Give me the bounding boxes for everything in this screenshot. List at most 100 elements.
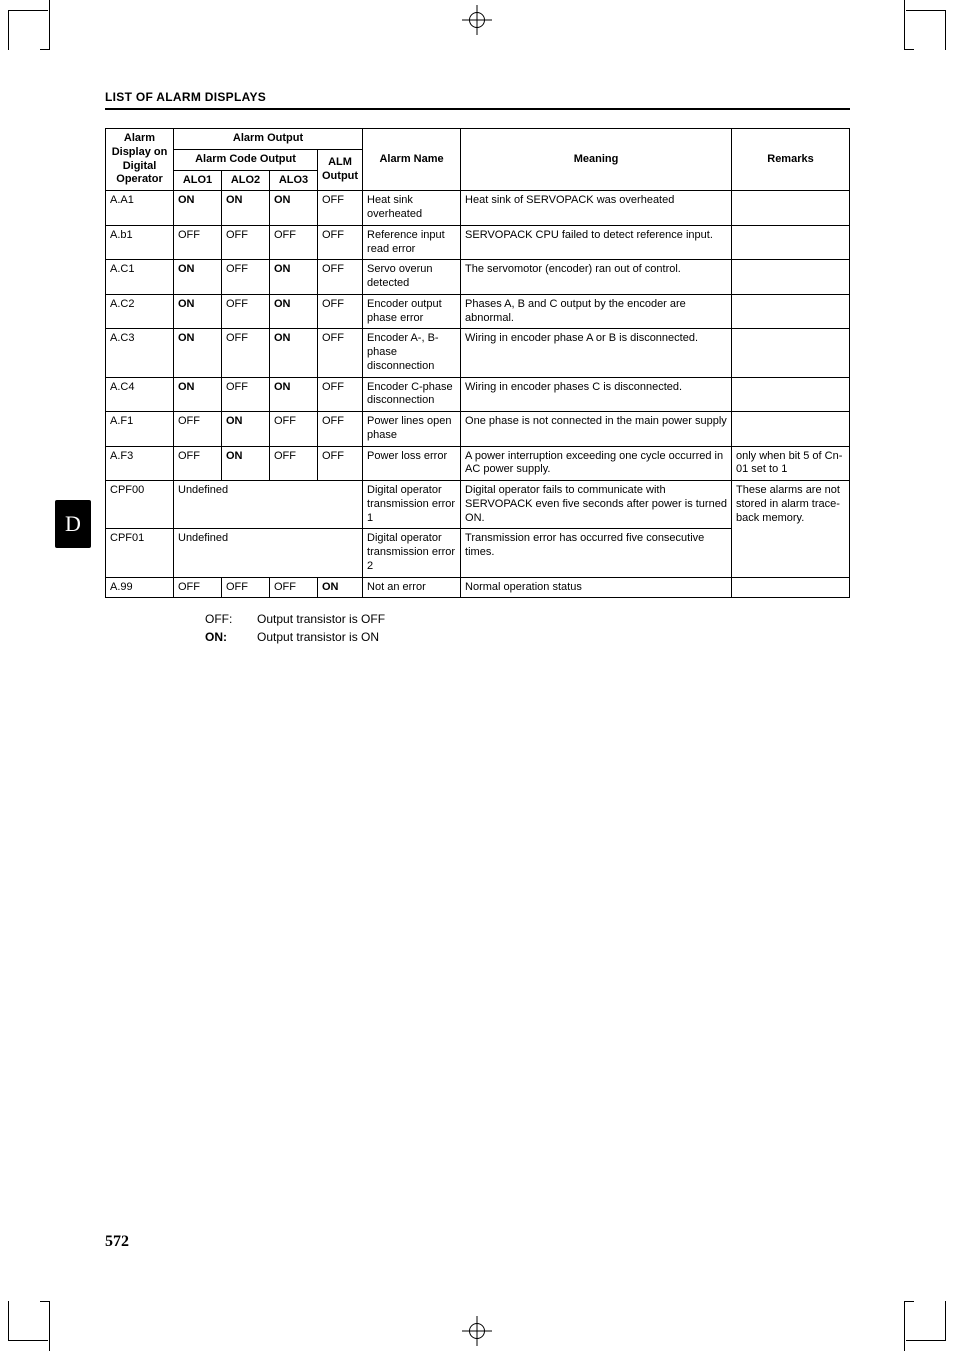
cell-name: Digital operator transmission error 1 [363,481,461,529]
cell-meaning: Phases A, B and C output by the encoder … [461,294,732,329]
cell-code: A.C4 [106,377,174,412]
cell-meaning: The servomotor (encoder) ran out of cont… [461,260,732,295]
page-number: 572 [105,1233,129,1251]
cell-meaning: Normal operation status [461,577,732,598]
cell-alo2: OFF [222,577,270,598]
cell-alo2: OFF [222,260,270,295]
cell-alo3: ON [270,329,318,377]
cell-alo2: OFF [222,329,270,377]
cell-meaning: Heat sink of SERVOPACK was overheated [461,191,732,226]
cell-alo3: ON [270,294,318,329]
cell-name: Encoder output phase error [363,294,461,329]
legend-on-key: ON: [205,628,245,646]
cell-code: A.A1 [106,191,174,226]
alarm-table: Alarm Display on Digital Operator Alarm … [105,128,850,598]
cell-alo2: OFF [222,377,270,412]
cell-remarks [732,577,850,598]
th-meaning: Meaning [461,129,732,191]
cell-meaning: Digital operator fails to communicate wi… [461,481,732,529]
table-row: A.C1ONOFFONOFFServo overun detectedThe s… [106,260,850,295]
cell-alm: OFF [318,377,363,412]
cell-code: CPF00 [106,481,174,529]
cell-alo3: OFF [270,446,318,481]
th-alarm-output: Alarm Output [174,129,363,150]
cell-undefined: Undefined [174,529,363,577]
section-tab: D [55,500,91,548]
cell-alm: OFF [318,191,363,226]
cell-alo1: OFF [174,412,222,447]
cell-alo3: OFF [270,577,318,598]
table-row: A.C4ONOFFONOFFEncoder C-phase disconnect… [106,377,850,412]
cell-meaning: Wiring in encoder phase A or B is discon… [461,329,732,377]
table-row: A.C2ONOFFONOFFEncoder output phase error… [106,294,850,329]
legend: OFF: Output transistor is OFF ON: Output… [205,610,850,646]
page-header: LIST OF ALARM DISPLAYS [105,90,850,104]
cell-alo2: ON [222,412,270,447]
cell-alo1: ON [174,377,222,412]
cell-alo3: OFF [270,412,318,447]
th-alarm-name: Alarm Name [363,129,461,191]
cell-remarks [732,260,850,295]
cell-alm: OFF [318,260,363,295]
legend-off-text: Output transistor is OFF [257,610,385,628]
cell-name: Encoder A-, B-phase disconnection [363,329,461,377]
header-rule [105,108,850,110]
cell-remarks [732,225,850,260]
cell-code: A.99 [106,577,174,598]
cell-meaning: Transmission error has occurred five con… [461,529,732,577]
cell-meaning: A power interruption exceeding one cycle… [461,446,732,481]
table-row: A.b1OFFOFFOFFOFFReference input read err… [106,225,850,260]
table-row: A.A1ONONONOFFHeat sink overheatedHeat si… [106,191,850,226]
cell-meaning: Wiring in encoder phases C is disconnect… [461,377,732,412]
th-alo1: ALO1 [174,170,222,191]
cell-remarks [732,412,850,447]
page-content: LIST OF ALARM DISPLAYS Alarm Display on … [105,90,850,646]
cell-code: A.F1 [106,412,174,447]
cell-alm: OFF [318,225,363,260]
cell-alo2: OFF [222,294,270,329]
cell-code: A.F3 [106,446,174,481]
cell-alm: OFF [318,446,363,481]
cell-code: CPF01 [106,529,174,577]
cell-name: Power loss error [363,446,461,481]
cell-alo1: OFF [174,577,222,598]
cell-alo2: ON [222,446,270,481]
cell-alo1: OFF [174,446,222,481]
cell-name: Heat sink overheated [363,191,461,226]
cell-alo3: OFF [270,225,318,260]
th-alm-output: ALM Output [318,149,363,191]
cell-alo2: OFF [222,225,270,260]
th-alo3: ALO3 [270,170,318,191]
cell-name: Servo overun detected [363,260,461,295]
cell-alo3: ON [270,377,318,412]
cell-undefined: Undefined [174,481,363,529]
cell-alm: ON [318,577,363,598]
cell-code: A.C1 [106,260,174,295]
cell-meaning: SERVOPACK CPU failed to detect reference… [461,225,732,260]
cell-remarks [732,191,850,226]
cell-remarks [732,294,850,329]
cell-alm: OFF [318,412,363,447]
cell-alo1: OFF [174,225,222,260]
cell-name: Power lines open phase [363,412,461,447]
table-row: A.F3OFFONOFFOFFPower loss errorA power i… [106,446,850,481]
table-row: A.F1OFFONOFFOFFPower lines open phaseOne… [106,412,850,447]
cell-remarks [732,377,850,412]
th-alarm-code-output: Alarm Code Output [174,149,318,170]
cell-meaning: One phase is not connected in the main p… [461,412,732,447]
cell-alm: OFF [318,329,363,377]
cell-alo1: ON [174,260,222,295]
cell-name: Digital operator transmission error 2 [363,529,461,577]
cell-alo1: ON [174,294,222,329]
table-row: A.99OFFOFFOFFONNot an errorNormal operat… [106,577,850,598]
cell-alm: OFF [318,294,363,329]
cell-name: Reference input read error [363,225,461,260]
th-alarm-display: Alarm Display on Digital Operator [106,129,174,191]
th-alo2: ALO2 [222,170,270,191]
cell-remarks: only when bit 5 of Cn-01 set to 1 [732,446,850,481]
legend-off-key: OFF: [205,610,245,628]
cell-alo1: ON [174,329,222,377]
cell-code: A.C3 [106,329,174,377]
th-remarks: Remarks [732,129,850,191]
cell-name: Not an error [363,577,461,598]
